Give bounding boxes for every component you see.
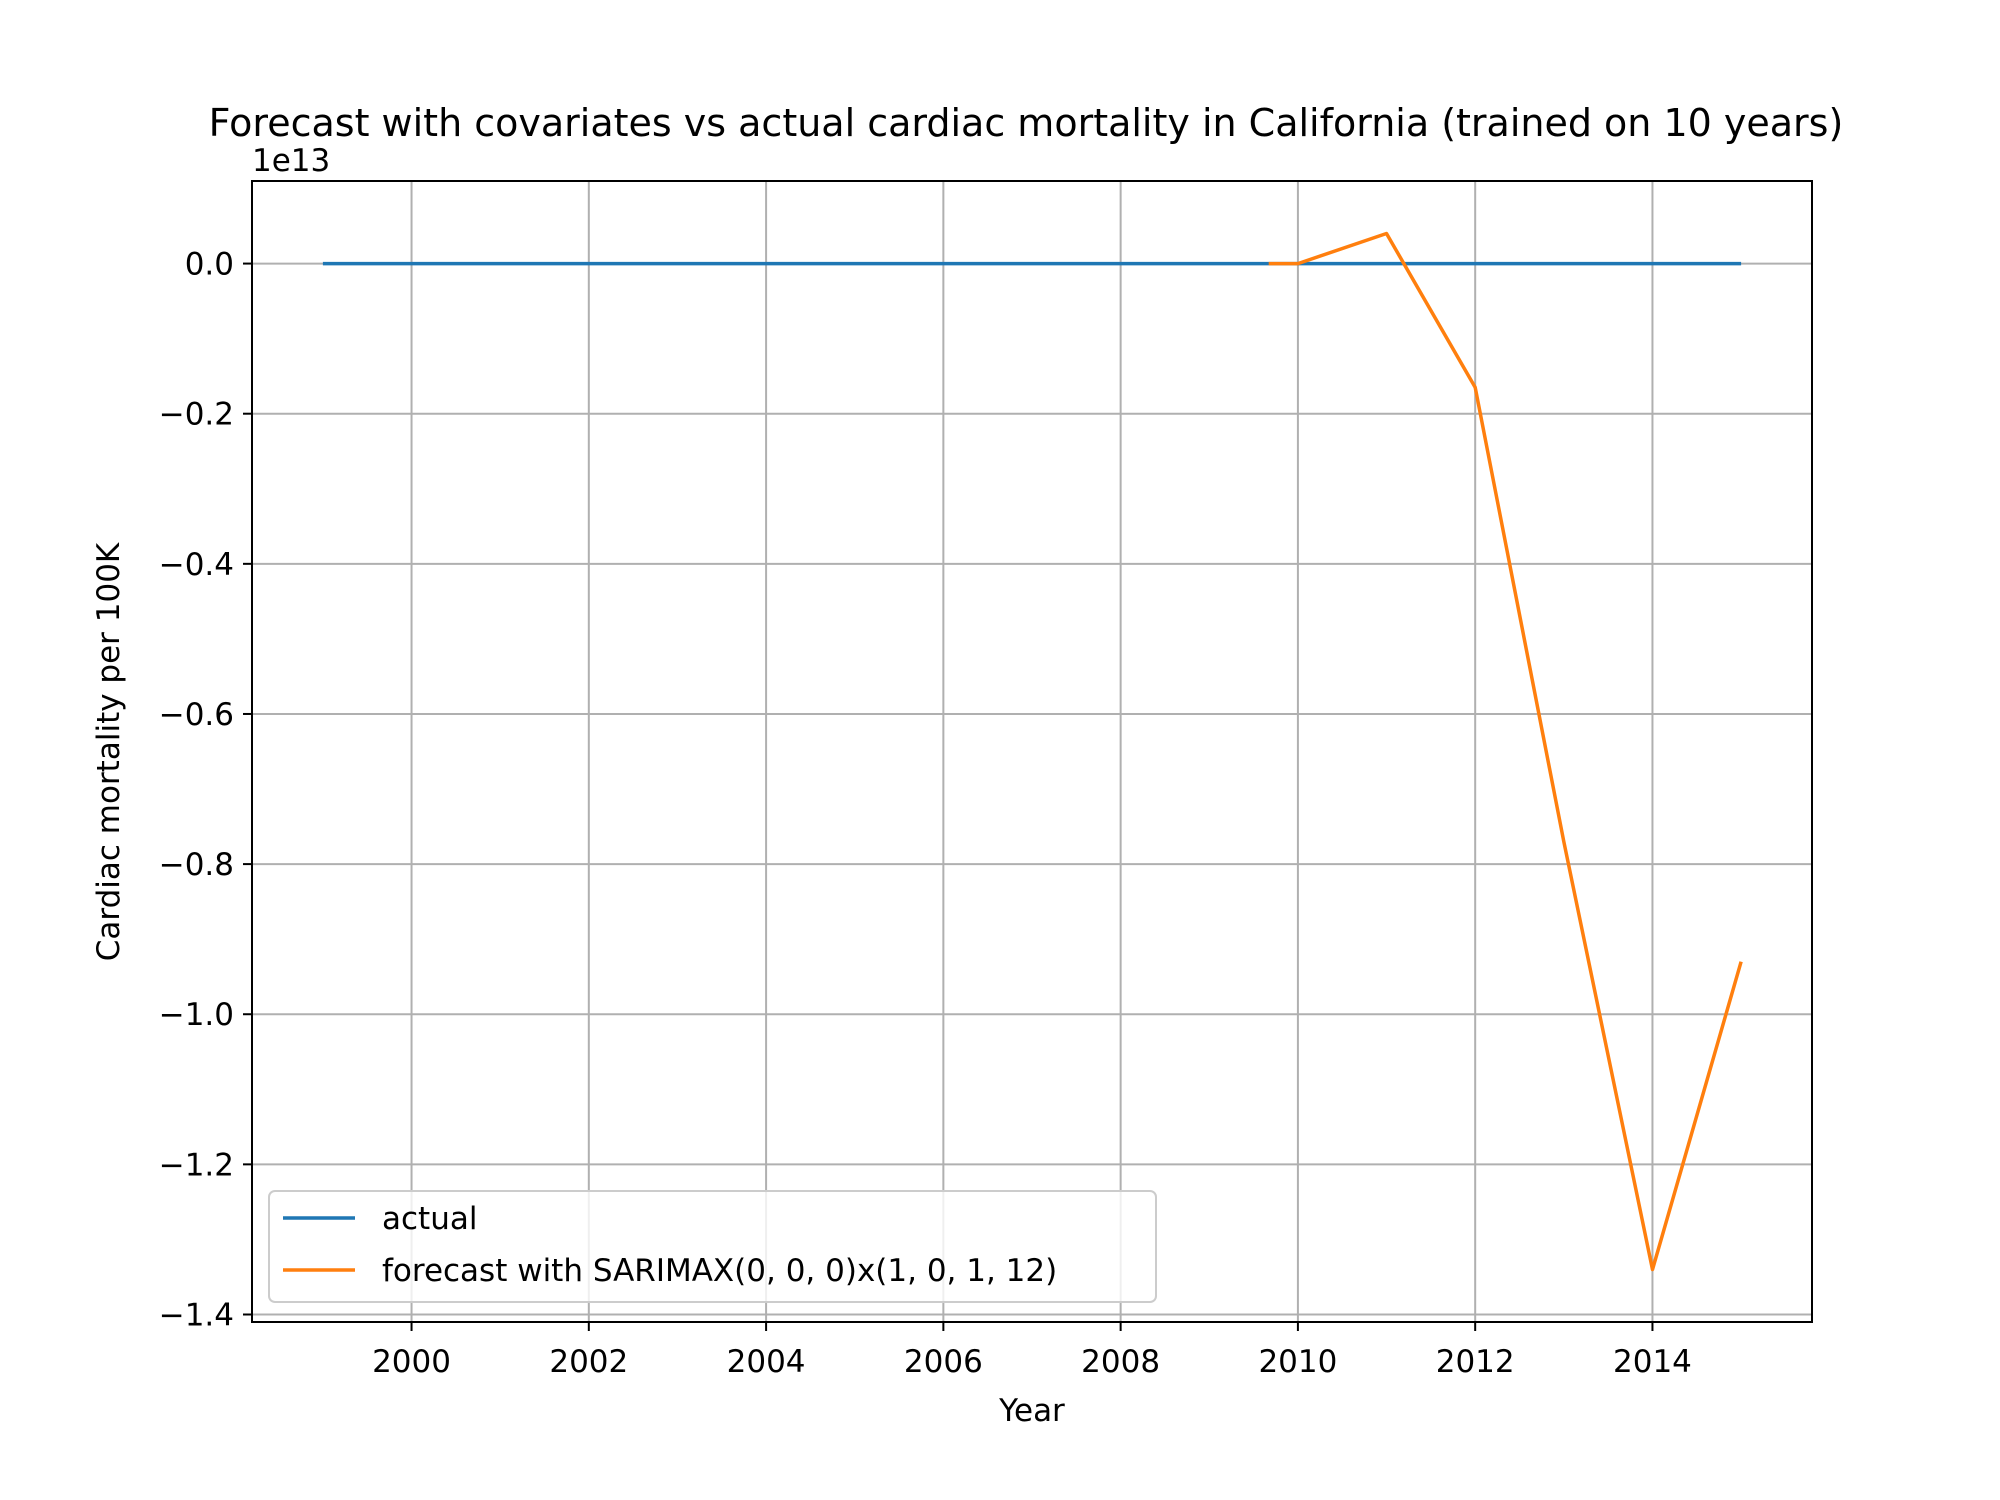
x-axis-ticks: 2000 2002 2004 2006 2008 2010 2012 2014 bbox=[372, 1322, 1692, 1380]
y-tick-label: 0.0 bbox=[185, 247, 234, 283]
legend: actual forecast with SARIMAX(0, 0, 0)x(1… bbox=[268, 1190, 1157, 1303]
y-tick-label: −0.2 bbox=[159, 397, 234, 433]
y-tick-label: −1.2 bbox=[159, 1147, 234, 1183]
x-tick-label: 2014 bbox=[1613, 1344, 1692, 1380]
legend-label-actual: actual bbox=[382, 1201, 477, 1237]
legend-label-forecast: forecast with SARIMAX(0, 0, 0)x(1, 0, 1,… bbox=[382, 1253, 1057, 1289]
y-tick-label: −1.4 bbox=[159, 1297, 234, 1333]
y-tick-label: −1.0 bbox=[159, 997, 234, 1033]
x-tick-label: 2002 bbox=[549, 1344, 628, 1380]
y-tick-label: −0.8 bbox=[159, 847, 234, 883]
x-axis-label: Year bbox=[998, 1393, 1065, 1429]
series-line-forecast bbox=[1268, 231, 1743, 1272]
y-axis-label: Cardiac mortality per 100K bbox=[91, 542, 127, 961]
x-tick-label: 2004 bbox=[727, 1344, 806, 1380]
y-axis-ticks: 0.0 −0.2 −0.4 −0.6 −0.8 −1.0 −1.2 −1.4 bbox=[159, 247, 252, 1333]
chart-title: Forecast with covariates vs actual cardi… bbox=[209, 101, 1844, 145]
x-tick-label: 2010 bbox=[1258, 1344, 1337, 1380]
x-tick-label: 2000 bbox=[372, 1344, 451, 1380]
y-tick-label: −0.4 bbox=[159, 547, 234, 583]
x-tick-label: 2008 bbox=[1081, 1344, 1160, 1380]
y-axis-offset-label: 1e13 bbox=[252, 143, 330, 179]
grid bbox=[252, 181, 1812, 1322]
y-tick-label: −0.6 bbox=[159, 697, 234, 733]
x-tick-label: 2006 bbox=[904, 1344, 983, 1380]
series-lines bbox=[322, 231, 1743, 1272]
plot-area-frame bbox=[251, 180, 1813, 1323]
legend-box bbox=[268, 1190, 1157, 1303]
x-tick-label: 2012 bbox=[1436, 1344, 1515, 1380]
